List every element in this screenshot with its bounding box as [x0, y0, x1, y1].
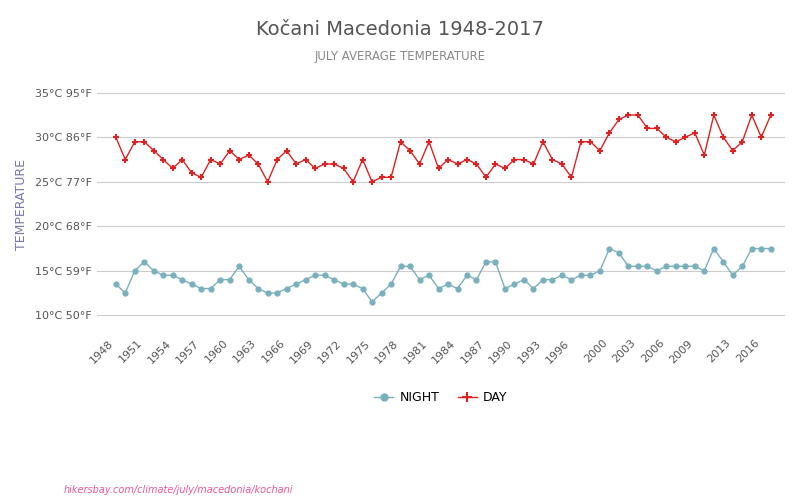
Legend: NIGHT, DAY: NIGHT, DAY	[370, 386, 513, 409]
Text: JULY AVERAGE TEMPERATURE: JULY AVERAGE TEMPERATURE	[314, 50, 486, 63]
Text: Kočani Macedonia 1948-2017: Kočani Macedonia 1948-2017	[256, 20, 544, 39]
Text: hikersbay.com/climate/july/macedonia/kochani: hikersbay.com/climate/july/macedonia/koc…	[64, 485, 294, 495]
Y-axis label: TEMPERATURE: TEMPERATURE	[15, 158, 28, 250]
